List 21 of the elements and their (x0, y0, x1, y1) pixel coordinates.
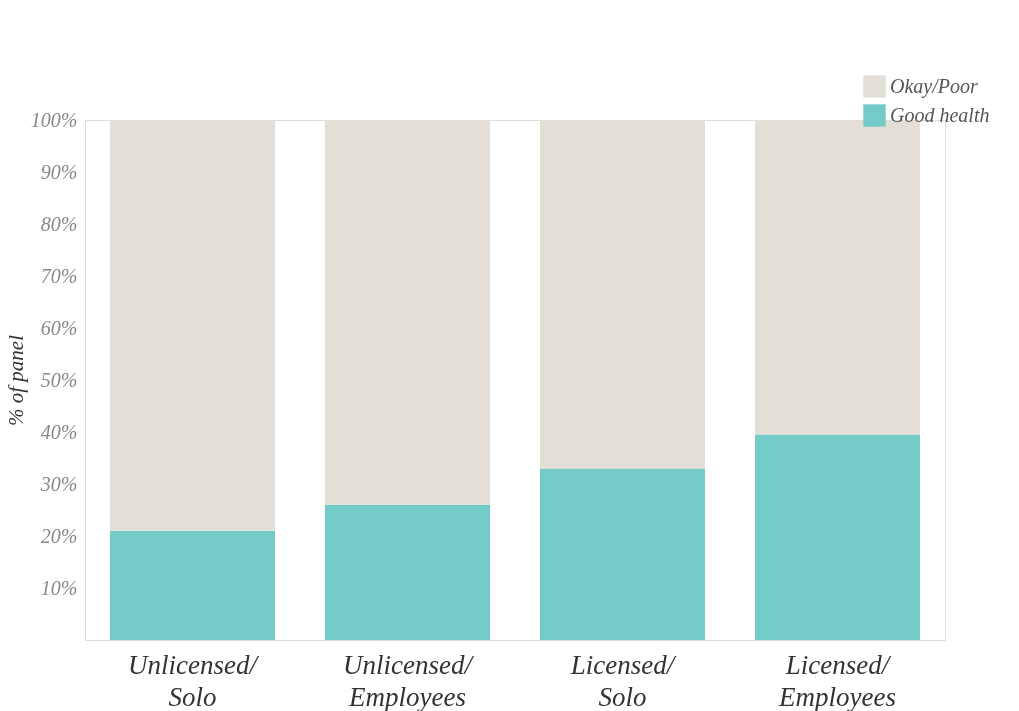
legend-label: Okay/Poor (890, 74, 978, 98)
x-tick-label: Unlicensed/ Employees (343, 649, 475, 711)
y-tick-label: 40% (40, 420, 78, 443)
y-tick-label: 20% (40, 524, 78, 547)
legend-label: Good health (890, 103, 990, 126)
y-tick-label: 90% (40, 160, 78, 183)
y-tick-label: 100% (30, 108, 78, 131)
x-tick-label: Licensed/ Employees (778, 649, 896, 711)
y-tick-label: 60% (40, 316, 78, 339)
y-tick-label: 10% (40, 576, 78, 599)
y-axis-title: % of panel (3, 334, 28, 426)
y-tick-label: 80% (40, 212, 78, 235)
x-tick-label: Licensed/ Solo (569, 649, 677, 711)
bar (325, 504, 490, 640)
bar (540, 468, 705, 640)
bar (110, 530, 275, 640)
bar (755, 434, 920, 640)
y-tick-label: 70% (40, 264, 78, 287)
x-tick-label: Unlicensed/ Solo (128, 649, 260, 711)
y-tick-label: 30% (39, 472, 78, 495)
y-tick-label: 50% (40, 368, 78, 391)
